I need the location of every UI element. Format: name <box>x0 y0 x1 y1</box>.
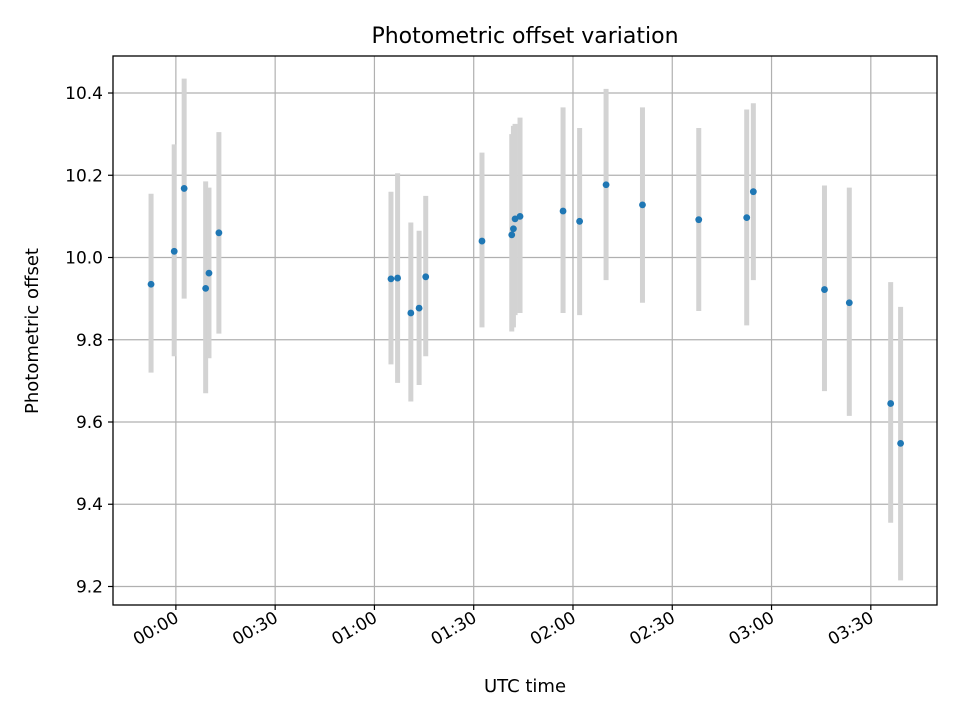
chart-title: Photometric offset variation <box>371 24 678 49</box>
data-point <box>180 185 188 192</box>
y-tick-label: 9.8 <box>76 331 103 351</box>
data-point <box>387 275 395 283</box>
data-point <box>695 216 703 224</box>
x-tick-label: 01:00 <box>328 608 380 650</box>
x-tick-label: 02:00 <box>527 608 579 650</box>
data-point <box>821 286 828 293</box>
y-tick-label: 10.4 <box>65 84 103 104</box>
x-tick-label: 01:30 <box>428 608 480 650</box>
data-point <box>215 229 223 237</box>
data-point <box>897 439 904 447</box>
y-tick-label: 10.2 <box>65 166 103 186</box>
x-tick-label: 02:30 <box>626 608 678 650</box>
data-point <box>407 309 415 317</box>
grid-layer <box>113 56 937 605</box>
data-point-layer <box>147 181 904 447</box>
y-tick-label: 9.2 <box>76 577 103 597</box>
data-point <box>202 284 210 292</box>
data-point <box>508 231 516 239</box>
x-tick-label: 03:30 <box>825 608 877 650</box>
data-point <box>510 225 517 233</box>
data-point <box>147 280 155 288</box>
data-point <box>749 188 757 196</box>
x-tick-label: 00:00 <box>130 608 182 650</box>
data-point <box>415 304 423 312</box>
error-bar-layer <box>148 78 904 581</box>
data-point <box>559 207 567 215</box>
data-point <box>478 237 486 245</box>
x-axis-label: UTC time <box>484 676 566 697</box>
data-point <box>845 299 853 307</box>
data-point <box>516 212 524 220</box>
y-tick-label: 9.4 <box>76 495 103 515</box>
y-tick-label: 9.6 <box>76 413 103 433</box>
plot-frame <box>112 55 938 606</box>
x-tick-label: 03:00 <box>726 608 778 650</box>
data-point <box>422 273 430 281</box>
data-point <box>205 269 213 277</box>
data-point <box>394 274 401 282</box>
y-tick-label: 10.0 <box>65 249 103 269</box>
data-point <box>576 217 584 225</box>
data-point <box>602 181 610 189</box>
x-tick-label: 00:30 <box>229 608 281 650</box>
data-point <box>743 214 751 222</box>
data-point <box>639 201 646 209</box>
data-point <box>170 247 178 255</box>
data-point <box>887 400 895 407</box>
y-axis-label: Photometric offset <box>22 248 43 414</box>
